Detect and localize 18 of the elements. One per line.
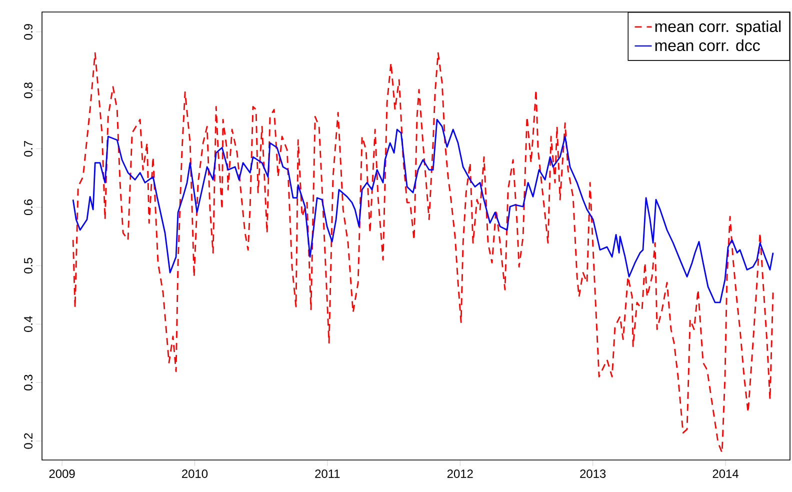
line-series <box>72 118 774 304</box>
y-tick-label: 0.2 <box>24 433 32 449</box>
legend-label: mean corr. dcc <box>655 39 760 52</box>
y-tick-label: 0.5 <box>24 258 32 274</box>
x-tick-label: 2012 <box>447 470 473 478</box>
x-tick-label: 2009 <box>49 470 75 478</box>
line-series <box>72 52 774 454</box>
x-tick-label: 2010 <box>182 470 208 478</box>
y-tick-label: 0.9 <box>24 24 32 40</box>
y-tick-label: 0.8 <box>24 82 32 98</box>
y-tick-label: 0.3 <box>24 374 32 390</box>
y-tick-label: 0.6 <box>24 199 32 216</box>
x-tick-label: 2014 <box>712 470 738 478</box>
x-tick-label: 2011 <box>315 470 340 478</box>
y-tick-label: 0.4 <box>24 316 32 332</box>
legend-label: mean corr. spatial <box>655 20 781 36</box>
y-tick-label: 0.7 <box>24 141 32 157</box>
x-tick-label: 2013 <box>580 470 606 478</box>
